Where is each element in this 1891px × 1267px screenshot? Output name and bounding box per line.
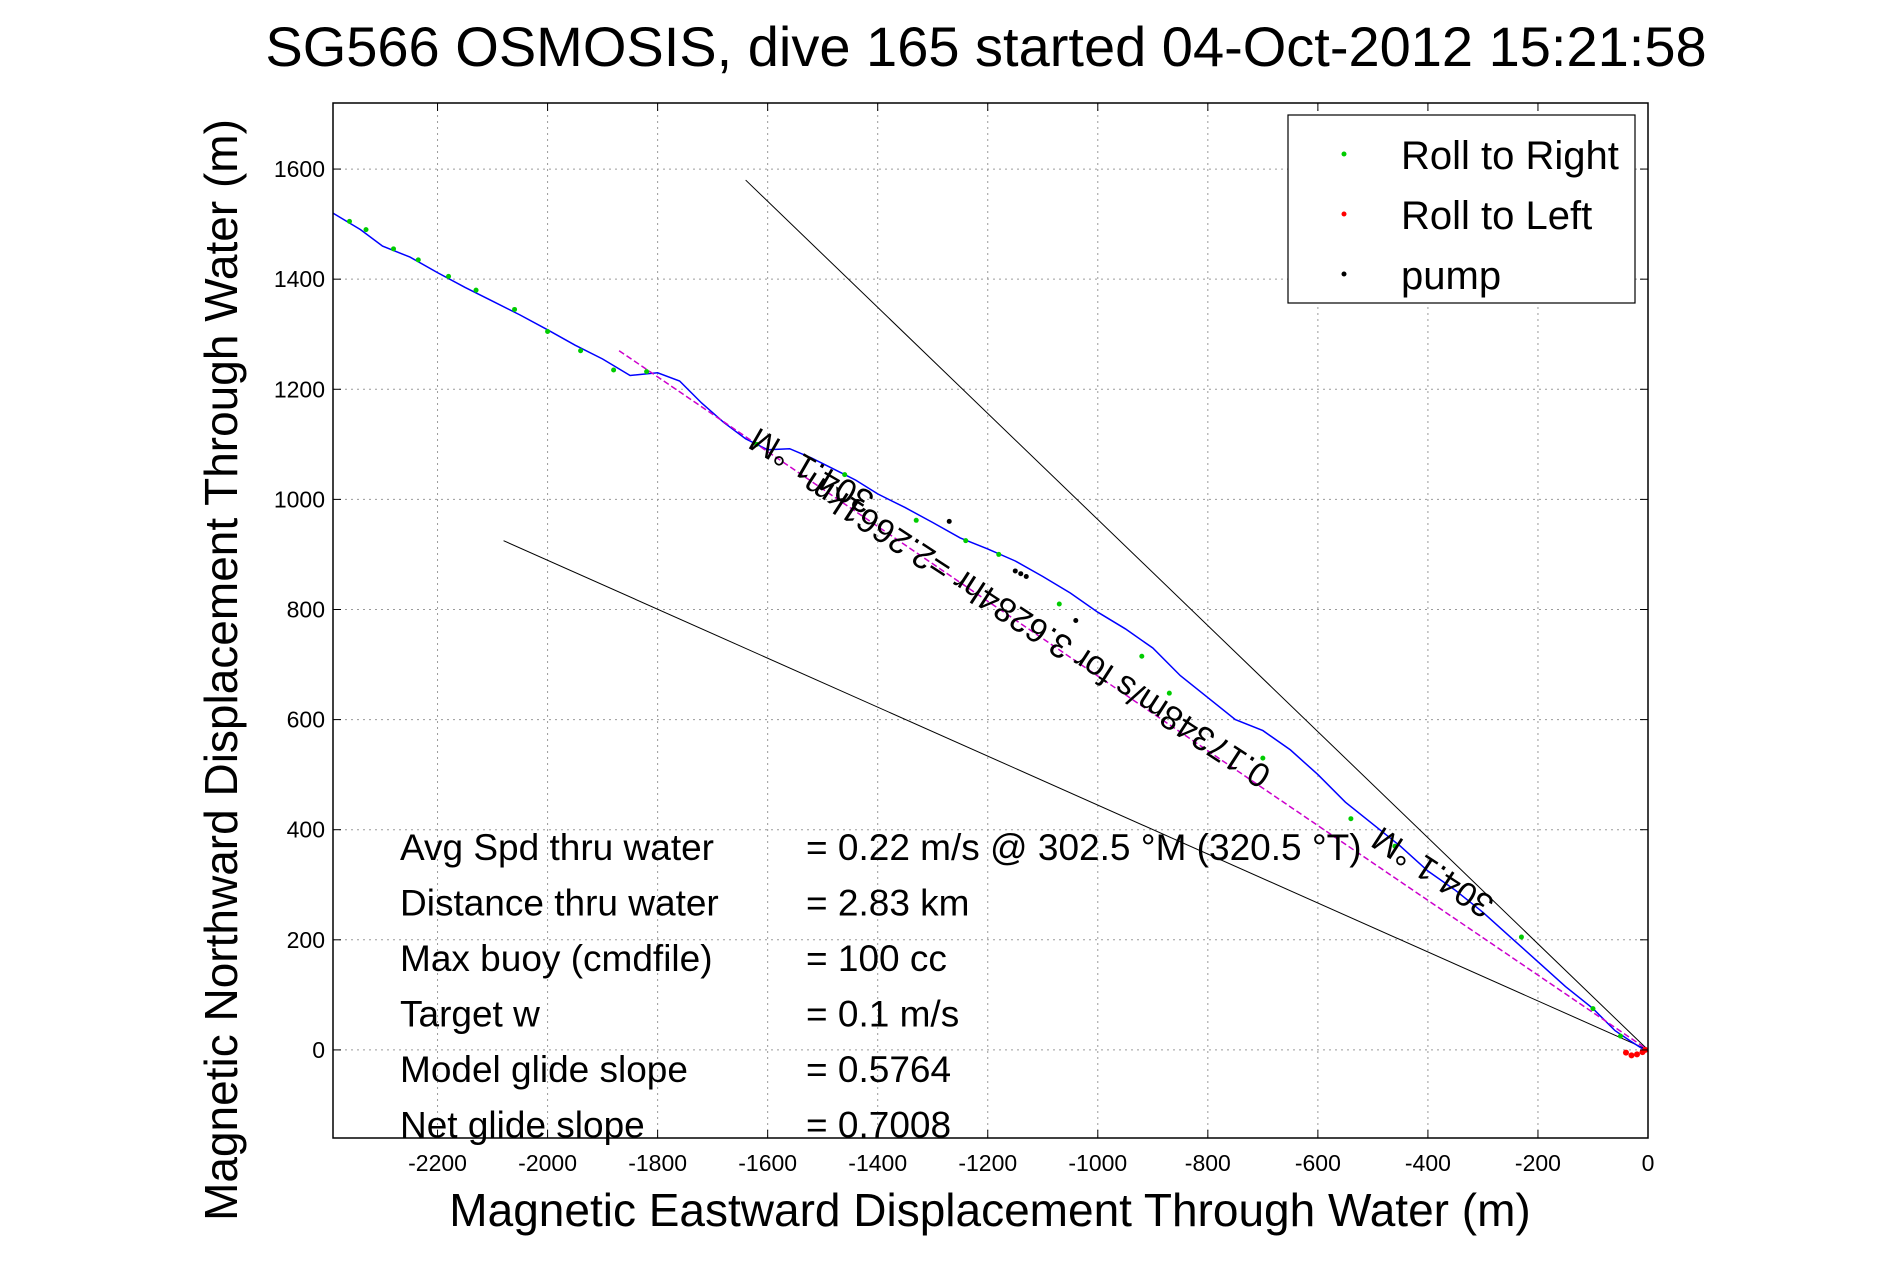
stat-value: = 0.5764 (806, 1049, 951, 1090)
stat-value: = 0.22 m/s @ 302.5 °M (320.5 °T) (806, 827, 1362, 868)
y-tick-label: 1000 (274, 486, 325, 512)
marker-roll-right (1518, 934, 1524, 940)
x-tick-label: -1200 (958, 1150, 1017, 1176)
legend-marker (1341, 151, 1347, 157)
stat-value: = 0.7008 (806, 1105, 951, 1146)
reference-line (745, 179, 1649, 1051)
reference-lines (503, 179, 1649, 1051)
series-line (332, 212, 1649, 1051)
y-tick-label: 1600 (274, 156, 325, 182)
y-tick-label: 0 (312, 1037, 325, 1063)
marker-roll-right (754, 441, 760, 447)
y-tick-label: 400 (287, 817, 325, 843)
marker-roll-right (473, 287, 479, 293)
marker-roll-right (644, 369, 650, 375)
stat-label: Distance thru water (400, 883, 719, 924)
x-tick-label: -600 (1295, 1150, 1341, 1176)
x-tick-label: -1000 (1068, 1150, 1127, 1176)
series-line (618, 350, 1649, 1051)
x-tick-label: -2000 (518, 1150, 577, 1176)
chart-title: SG566 OSMOSIS, dive 165 started 04-Oct-2… (265, 15, 1706, 78)
marker-roll-right (1166, 690, 1172, 696)
marker-roll-right (963, 538, 969, 544)
marker-roll-right (1617, 1033, 1623, 1039)
legend-box (1287, 114, 1636, 304)
reference-line (503, 540, 1649, 1051)
legend-marker (1341, 211, 1347, 217)
marker-roll-right (1590, 1006, 1596, 1012)
x-tick-label: -800 (1185, 1150, 1231, 1176)
marker-roll-right (545, 328, 551, 334)
stat-value: = 0.1 m/s (806, 994, 959, 1035)
annotation: 0.17348m/s for 3.6284hr =2.2661km (796, 464, 1277, 795)
x-tick-label: -1800 (628, 1150, 687, 1176)
x-tick-label: 0 (1642, 1150, 1655, 1176)
x-tick-label: -400 (1405, 1150, 1451, 1176)
stat-value: = 100 cc (806, 938, 947, 979)
marker-roll-right (347, 218, 353, 224)
marker-roll-left (1633, 1051, 1640, 1058)
ticks: -2200 -2000 -1800 -1600 -1400 -1200 -1000 -800-… (274, 103, 1655, 1176)
stat-label: Target w (400, 994, 540, 1035)
x-tick-label: -1400 (848, 1150, 907, 1176)
y-axis-label: Magnetic Northward Displacement Through … (195, 119, 247, 1221)
plot-frame (332, 102, 1649, 1139)
marker-pump (946, 518, 952, 524)
y-tick-label: 200 (287, 927, 325, 953)
markers (347, 218, 1649, 1059)
marker-roll-right (913, 517, 919, 523)
marker-roll-right (1056, 601, 1062, 607)
marker-pump (1073, 618, 1079, 623)
marker-roll-right (1348, 816, 1354, 822)
legend-label: Roll to Right (1401, 134, 1619, 178)
legend: Roll to Right Roll to Left pump (1287, 114, 1636, 304)
marker-roll-right (1260, 755, 1266, 761)
stats-block: Avg Spd thru water = 0.22 m/s @ 302.5 °M … (400, 827, 1362, 1146)
marker-roll-right (1392, 843, 1398, 849)
marker-pump (1012, 568, 1018, 574)
stat-label: Avg Spd thru water (400, 827, 714, 868)
marker-roll-right (415, 257, 421, 263)
series-lines (332, 212, 1649, 1051)
stat-label: Model glide slope (400, 1049, 688, 1090)
marker-pump (1018, 571, 1024, 577)
x-tick-label: -2200 (408, 1150, 467, 1176)
marker-roll-right (611, 367, 617, 373)
y-tick-label: 1400 (274, 266, 325, 292)
x-tick-label: -200 (1515, 1150, 1561, 1176)
y-tick-label: 600 (287, 707, 325, 733)
x-axis-label: Magnetic Eastward Displacement Through W… (449, 1184, 1530, 1236)
stat-label: Max buoy (cmdfile) (400, 938, 713, 979)
stat-value: = 2.83 km (806, 883, 970, 924)
annotation: 304.1 °M (1365, 819, 1500, 925)
stat-label: Net glide slope (400, 1105, 645, 1146)
marker-roll-right (1139, 653, 1145, 659)
marker-roll-right (512, 306, 518, 312)
marker-roll-left (1628, 1052, 1635, 1059)
marker-roll-right (842, 472, 848, 478)
marker-roll-left (1622, 1049, 1629, 1056)
legend-marker (1341, 271, 1347, 277)
marker-pump (1023, 573, 1029, 579)
marker-roll-right (363, 227, 369, 233)
marker-roll-right (446, 273, 452, 279)
marker-roll-right (391, 246, 397, 252)
marker-roll-right (578, 348, 584, 354)
x-tick-label: -1600 (738, 1150, 797, 1176)
legend-label: Roll to Left (1401, 194, 1592, 238)
y-tick-label: 1200 (274, 376, 325, 402)
marker-roll-right (996, 551, 1002, 557)
legend-label: pump (1401, 254, 1501, 298)
y-tick-label: 800 (287, 596, 325, 622)
